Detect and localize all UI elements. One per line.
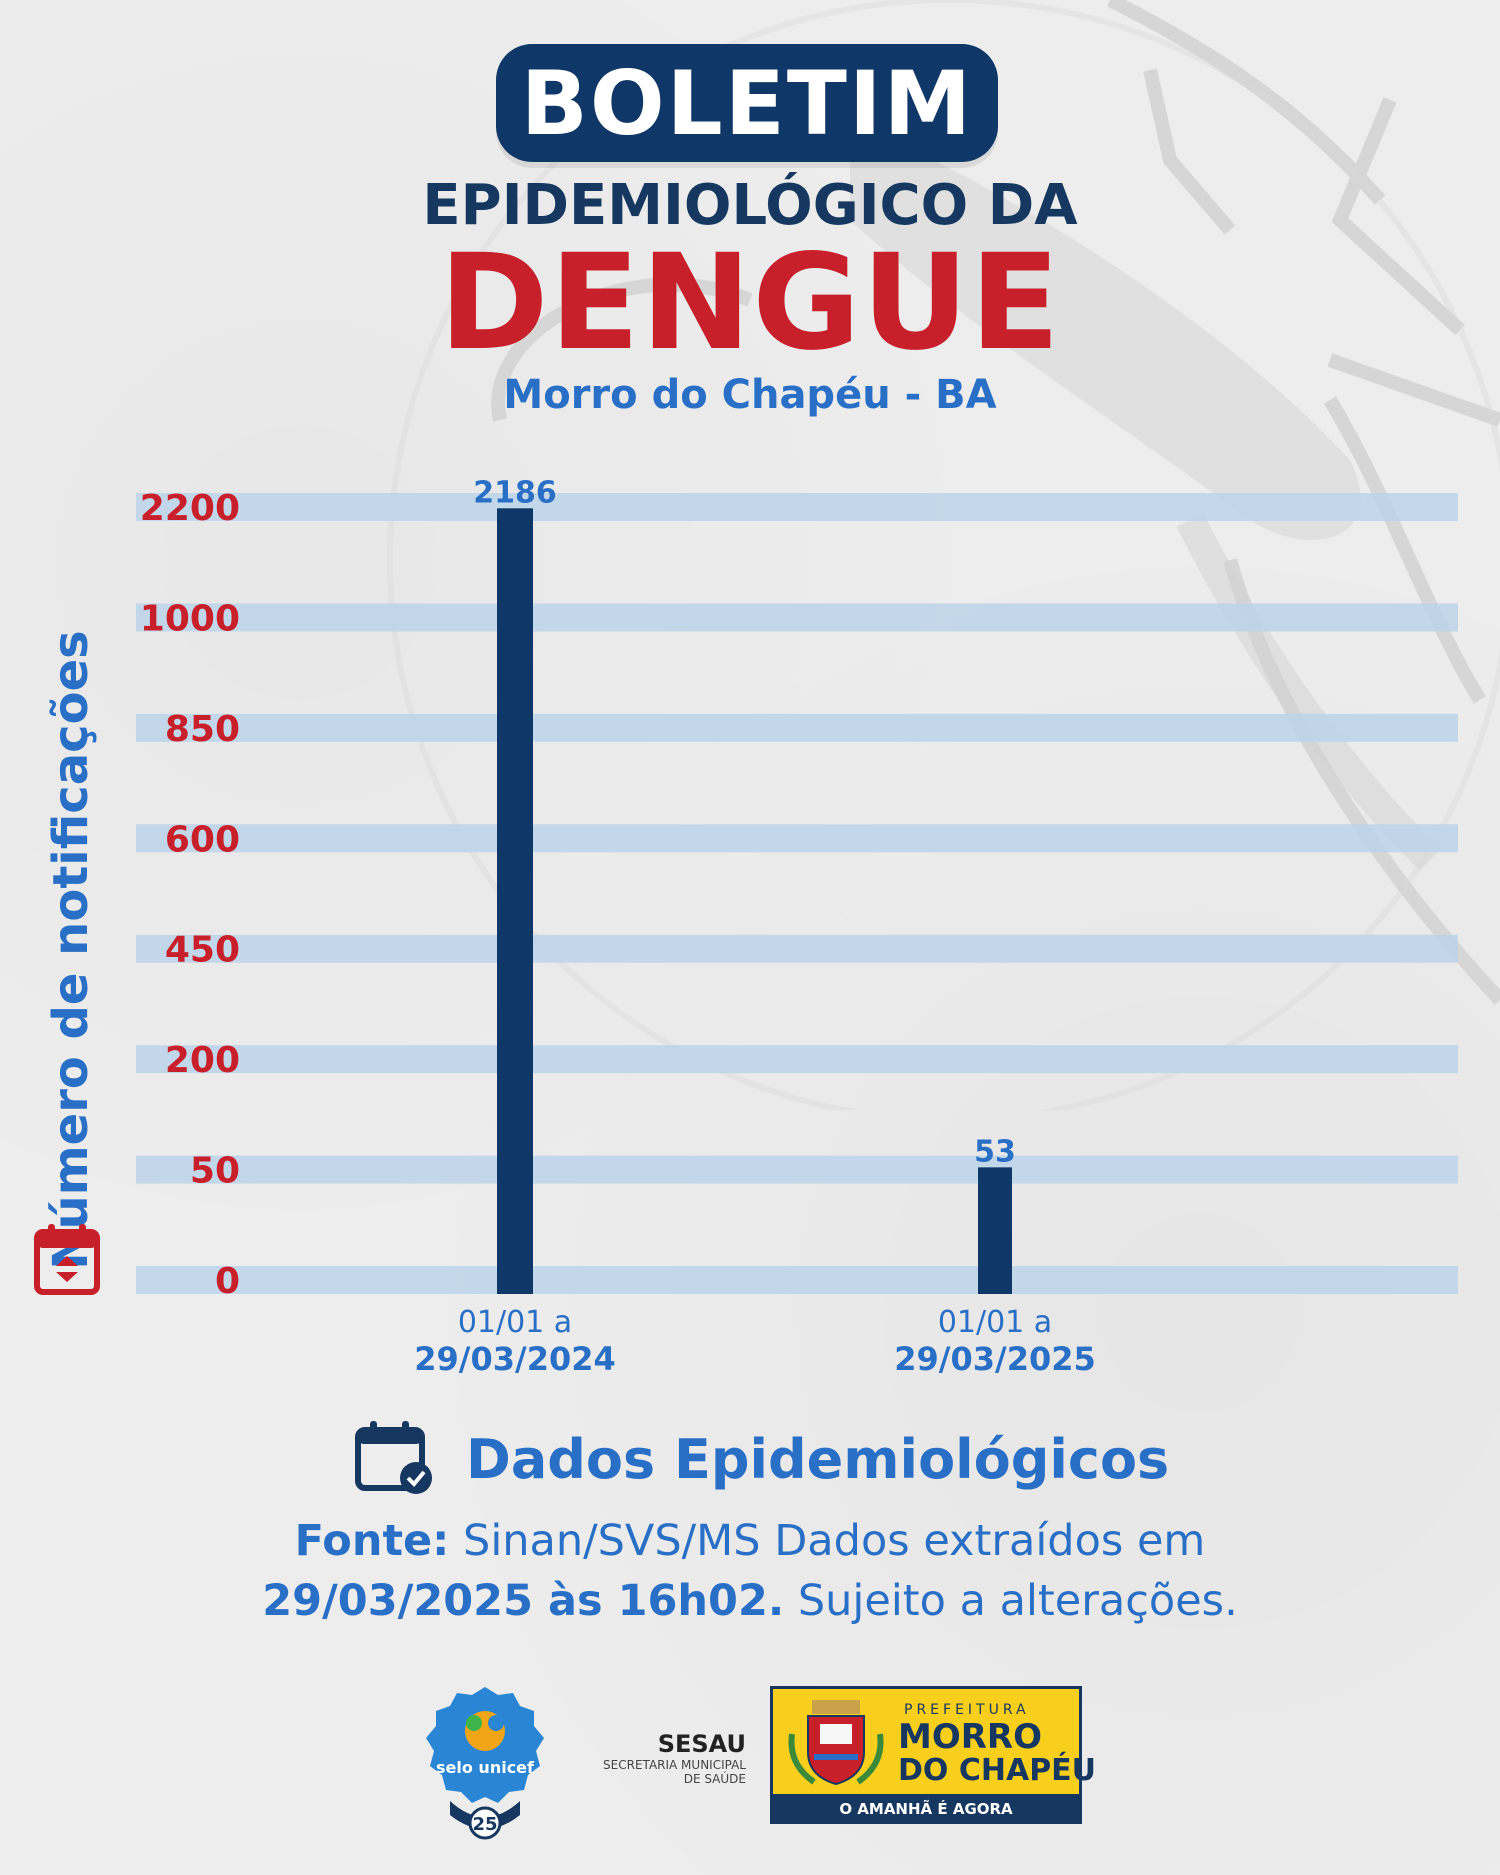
source-line: Fonte: Sinan/SVS/MS Dados extraídos em [100,1516,1400,1566]
bar-1 [978,1167,1012,1294]
page-title: BOLETIM [520,51,974,155]
prefeitura-slogan: O AMANHÃ É AGORA [770,1794,1082,1824]
x-label-2025-line2: 29/03/2025 [894,1340,1096,1378]
prefeitura-label: PREFEITURA [904,1702,1030,1718]
bar-value-label: 2186 [473,475,557,510]
grid-band [136,934,1458,963]
unicef-badge-number: 25 [472,1814,497,1835]
y-tick-label: 50 [190,1151,240,1192]
extraction-date: 29/03/2025 às 16h02. [262,1576,785,1626]
subtitle-dengue: DENGUE [439,226,1061,380]
x-label-2025-line1: 01/01 a [937,1305,1053,1340]
calendar-icon [34,1224,100,1295]
grid-band [136,603,1458,632]
municipal-crest-icon [788,1700,884,1786]
unicef-seal-logo: 25 [426,1687,544,1840]
title-pill: BOLETIM [496,44,998,162]
x-label-2024-line1: 01/01 a [457,1305,573,1340]
grid-band [136,493,1458,521]
location-label: Morro do Chapéu - BA [503,372,997,418]
bar-chart: 2200 1000 850 600 450 200 50 0 2186 53 [136,475,1458,1302]
sesau-sub2: DE SAÚDE [683,1772,746,1786]
sesau-logo: SESAU SECRETARIA MUNICIPAL DE SAÚDE [580,1730,746,1786]
disclaimer: Sujeito a alterações. [797,1576,1238,1626]
grid-band [136,713,1458,742]
source-text: Sinan/SVS/MS Dados extraídos em [463,1516,1206,1566]
prefeitura-name-line2: DO CHAPÉU [898,1753,1097,1788]
calendar-check-icon [355,1421,432,1494]
unicef-text: selo unicef [436,1758,534,1777]
date-line: 29/03/2025 às 16h02. Sujeito a alteraçõe… [100,1576,1400,1626]
sesau-sub1: SECRETARIA MUNICIPAL [603,1758,746,1772]
bar-value-label: 53 [974,1134,1016,1169]
x-label-2024: 01/01 a 29/03/2024 [355,1305,675,1378]
source-label: Fonte: [294,1516,450,1566]
y-tick-label: 2200 [140,488,240,529]
y-tick-label: 850 [165,709,240,750]
grid-band [136,1045,1458,1074]
grid-band [136,824,1458,853]
bar-0 [497,508,533,1294]
x-label-2025: 01/01 a 29/03/2025 [835,1305,1155,1378]
x-label-2024-line2: 29/03/2024 [414,1340,616,1378]
y-tick-label: 200 [165,1040,240,1081]
y-tick-label: 1000 [140,598,240,639]
y-axis-title: Número de notificações [43,630,99,1270]
y-tick-label: 0 [215,1261,240,1302]
grid-band [136,1155,1458,1184]
grid-band [136,1266,1458,1294]
prefeitura-name-line1: MORRO [898,1717,1043,1757]
y-tick-label: 600 [165,819,240,860]
section-title: Dados Epidemiológicos [466,1428,1170,1491]
subtitle-epidemiologico: EPIDEMIOLÓGICO DA [422,173,1078,238]
sesau-title: SESAU [657,1730,746,1758]
y-tick-label: 450 [165,930,240,971]
